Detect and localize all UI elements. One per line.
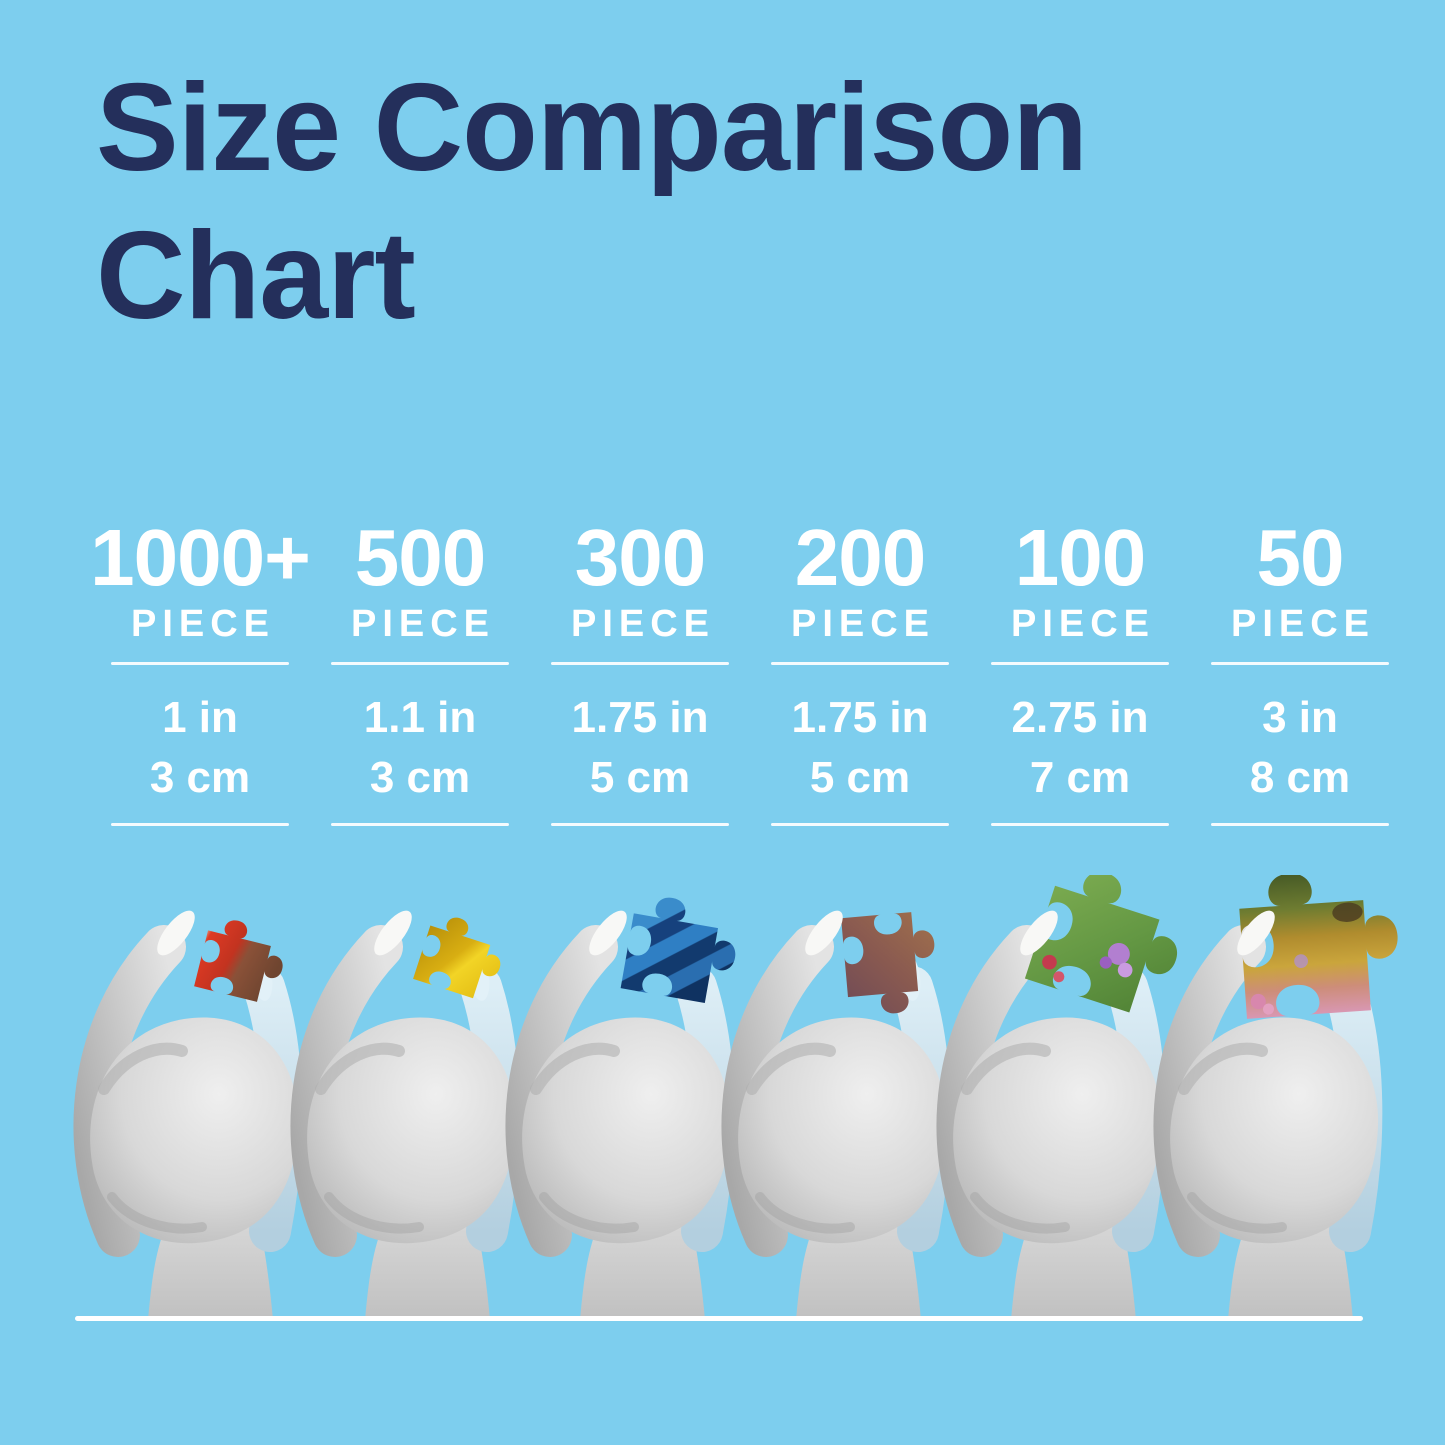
size-column-100: 100 PIECE 2.75 in 7 cm: [970, 516, 1190, 826]
piece-count: 100: [1014, 513, 1146, 602]
piece-label: PIECE: [1010, 603, 1156, 645]
piece-label: PIECE: [130, 603, 276, 645]
divider-line: [1211, 662, 1389, 665]
divider-line: [551, 823, 729, 826]
size-cm: 3 cm: [149, 753, 251, 802]
puzzle-piece-icon: [1024, 875, 1183, 1022]
divider-line: [771, 662, 949, 665]
size-column-200: 200 PIECE 1.75 in 5 cm: [750, 516, 970, 826]
size-inches: 1.75 in: [791, 693, 929, 742]
divider-line: [111, 823, 289, 826]
piece-label: PIECE: [350, 603, 496, 645]
size-inches: 2.75 in: [1011, 693, 1149, 742]
puzzle-piece-icon: [1237, 875, 1400, 1019]
divider-line: [331, 662, 509, 665]
divider-line: [111, 662, 289, 665]
piece-count: 300: [574, 513, 706, 602]
divider-line: [331, 823, 509, 826]
piece-count: 50: [1256, 513, 1345, 602]
size-table: 1000+ PIECE 1 in 3 cm 500 PIECE 1.1 in 3…: [90, 516, 1410, 826]
bottom-divider-line: [75, 1316, 1363, 1321]
piece-count: 200: [794, 513, 926, 602]
size-inches: 1 in: [162, 693, 238, 742]
piece-count: 500: [354, 513, 486, 602]
piece-label: PIECE: [1230, 603, 1376, 645]
piece-count: 1000+: [90, 513, 311, 602]
hand-photo-100-piece: [923, 875, 1183, 1320]
size-column-500: 500 PIECE 1.1 in 3 cm: [310, 516, 530, 826]
size-inches: 1.1 in: [363, 693, 477, 742]
divider-line: [551, 662, 729, 665]
size-cm: 8 cm: [1249, 753, 1351, 802]
piece-label: PIECE: [570, 603, 716, 645]
size-inches: 1.75 in: [571, 693, 709, 742]
size-inches: 3 in: [1262, 693, 1338, 742]
hand-photo-50-piece: [1140, 875, 1400, 1320]
piece-label: PIECE: [790, 603, 936, 645]
size-cm: 7 cm: [1029, 753, 1131, 802]
size-column-300: 300 PIECE 1.75 in 5 cm: [530, 516, 750, 826]
size-column-1000: 1000+ PIECE 1 in 3 cm: [90, 513, 311, 826]
size-cm: 3 cm: [369, 753, 471, 802]
size-column-50: 50 PIECE 3 in 8 cm: [1190, 516, 1410, 826]
divider-line: [991, 662, 1169, 665]
page-title: Size Comparison Chart: [96, 59, 1088, 345]
divider-line: [1211, 823, 1389, 826]
size-cm: 5 cm: [809, 753, 911, 802]
divider-line: [771, 823, 949, 826]
divider-line: [991, 823, 1169, 826]
size-cm: 5 cm: [589, 753, 691, 802]
